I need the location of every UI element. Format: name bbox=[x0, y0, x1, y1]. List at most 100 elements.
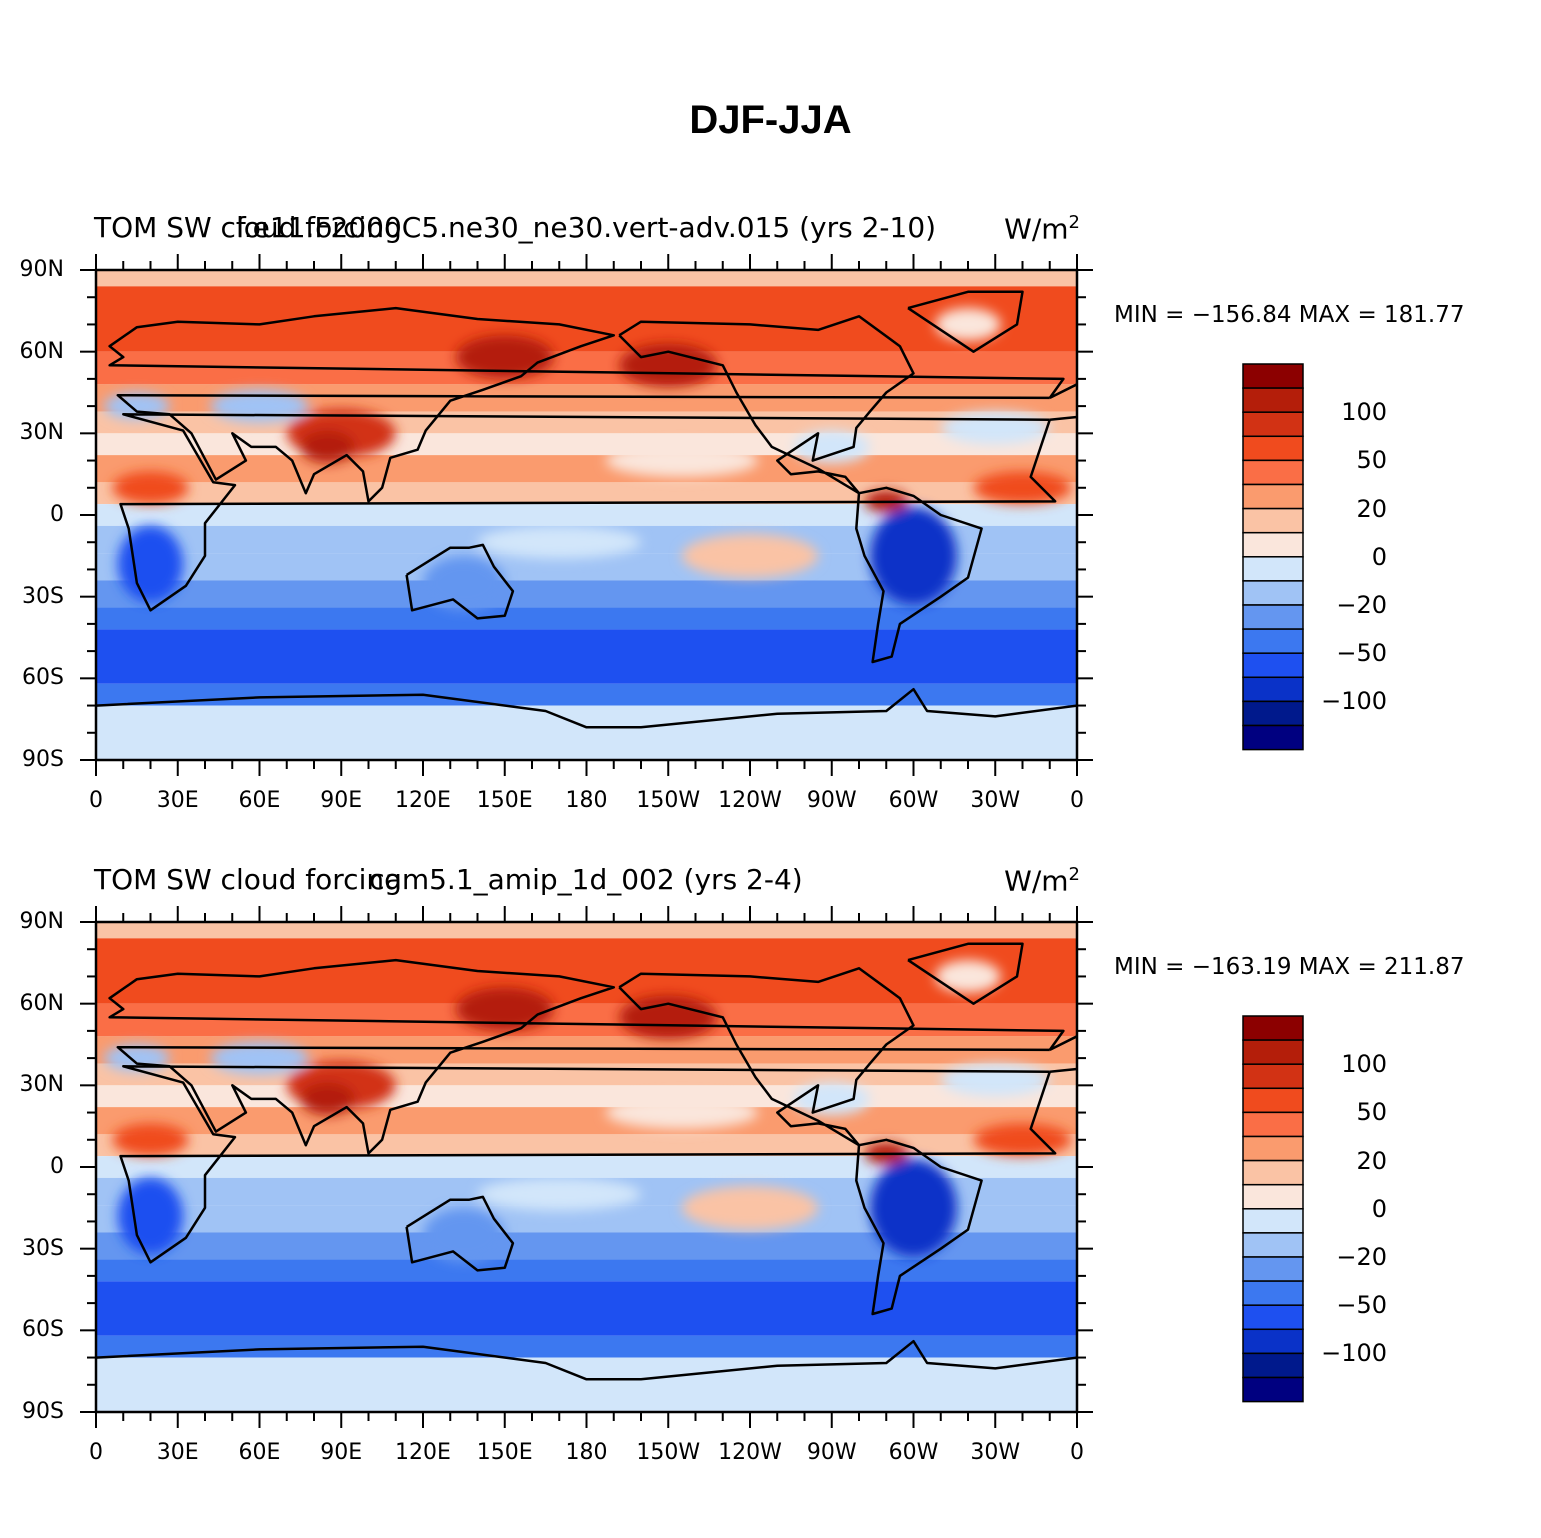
colorbar-swatch bbox=[1242, 387, 1304, 413]
y-tick-label: 60S bbox=[22, 1317, 64, 1343]
max-value: MAX = 211.87 bbox=[1298, 954, 1465, 980]
contour-band bbox=[96, 1156, 1077, 1178]
colorbar-swatch bbox=[1242, 1280, 1304, 1306]
x-tick-label: 120W bbox=[718, 1440, 782, 1465]
contour-region bbox=[973, 471, 1072, 505]
x-tick-label: 90W bbox=[806, 788, 857, 813]
colorbar-swatch bbox=[1242, 483, 1304, 510]
contour-band bbox=[96, 1134, 1077, 1157]
contour-region bbox=[423, 1207, 505, 1263]
x-tick-label: 180 bbox=[565, 788, 608, 813]
map-plot bbox=[80, 254, 1304, 776]
coastline bbox=[405, 1195, 515, 1272]
x-tick-label: 150W bbox=[636, 788, 701, 813]
colorbar-swatch bbox=[1242, 507, 1304, 534]
x-tick-label: 60E bbox=[238, 1440, 281, 1465]
contour-region bbox=[619, 343, 718, 388]
y-tick-label: 30S bbox=[22, 1235, 64, 1261]
contour-region bbox=[117, 1177, 184, 1255]
x-tick-label: 60W bbox=[888, 1440, 939, 1465]
contour-region bbox=[477, 525, 641, 559]
x-tick-label: 0 bbox=[1070, 1440, 1084, 1465]
contour-region bbox=[300, 1082, 355, 1116]
contour-region bbox=[300, 430, 355, 464]
coastlines bbox=[96, 942, 1077, 1381]
contour-region bbox=[477, 1177, 641, 1211]
case-title: cam5.1_amip_1d_002 (yrs 2-4) bbox=[369, 863, 803, 896]
contour-region bbox=[605, 444, 759, 477]
coastline bbox=[119, 413, 1057, 612]
coastline bbox=[96, 687, 1077, 729]
contour-band bbox=[96, 938, 1077, 971]
colorbar-label: 100 bbox=[1341, 1050, 1387, 1079]
contour-region bbox=[940, 411, 1050, 445]
colorbar-label: −100 bbox=[1321, 1339, 1387, 1368]
colorbar-swatch bbox=[1242, 1256, 1304, 1282]
contour-band bbox=[96, 1085, 1077, 1108]
colorbar-label: −50 bbox=[1336, 639, 1387, 668]
coastline bbox=[96, 1339, 1077, 1381]
colorbar-swatch bbox=[1242, 1135, 1304, 1162]
x-tick-label: 150E bbox=[476, 788, 533, 813]
colorbar-label: 50 bbox=[1356, 1098, 1387, 1127]
units-text: W/m bbox=[1004, 212, 1069, 246]
y-tick-label: 90S bbox=[22, 747, 64, 772]
x-tick-label: 0 bbox=[89, 1440, 103, 1465]
contour-band bbox=[96, 629, 1077, 662]
coastline bbox=[1049, 1067, 1077, 1073]
y-tick-label: 90N bbox=[19, 909, 64, 934]
units-label: W/m2 bbox=[1004, 866, 1080, 895]
colorbar-swatch bbox=[1242, 652, 1304, 679]
x-tick-label: 0 bbox=[1070, 788, 1084, 813]
colorbar-swatch bbox=[1242, 628, 1304, 654]
coastline bbox=[618, 967, 915, 1147]
colorbar-label: −100 bbox=[1321, 687, 1387, 716]
contour-band bbox=[96, 433, 1077, 456]
contour-band bbox=[96, 705, 1077, 760]
coastlines bbox=[96, 290, 1077, 729]
y-tick-label: 60N bbox=[19, 990, 64, 1016]
contour-region bbox=[117, 525, 184, 603]
x-tick-label: 60E bbox=[238, 788, 281, 813]
x-tick-label: 30W bbox=[970, 1440, 1021, 1465]
colorbar-swatch bbox=[1242, 1232, 1304, 1258]
axis-ticks bbox=[80, 254, 1093, 776]
coastline bbox=[405, 543, 515, 620]
colorbar-swatch bbox=[1242, 1352, 1304, 1379]
x-tick-label: 150W bbox=[636, 1440, 701, 1465]
y-tick-label: 60S bbox=[22, 665, 64, 691]
colorbar-label: 50 bbox=[1356, 446, 1387, 475]
y-tick-label: 60N bbox=[19, 338, 64, 364]
colorbar bbox=[1242, 363, 1304, 751]
colorbar-label: 20 bbox=[1356, 1146, 1387, 1175]
contour-band bbox=[96, 482, 1077, 505]
coastline bbox=[907, 290, 1024, 353]
contour-region bbox=[423, 555, 505, 611]
contour-band bbox=[96, 1259, 1077, 1282]
map-panel: 90N 60N 30N 0 30S 60S 90S 0 30E 60E 90E 120E 150E 180… bbox=[0, 842, 1541, 1492]
x-tick-label: 0 bbox=[89, 788, 103, 813]
units-label: W/m2 bbox=[1004, 214, 1080, 243]
x-tick-label: 180 bbox=[565, 1440, 608, 1465]
colorbar-swatch bbox=[1242, 1183, 1304, 1210]
colorbar bbox=[1242, 1015, 1304, 1403]
colorbar-swatch bbox=[1242, 556, 1304, 582]
colorbar-label: −20 bbox=[1336, 591, 1387, 619]
contour-region bbox=[112, 471, 189, 505]
min-max-label: MIN = −156.84 MAX = 181.77 bbox=[1114, 304, 1465, 327]
x-tick-label: 30E bbox=[156, 1440, 199, 1465]
x-tick-label: 120W bbox=[718, 788, 782, 813]
y-tick-label: 90S bbox=[22, 1399, 64, 1424]
x-tick-label: 120E bbox=[395, 1440, 451, 1465]
contour-region bbox=[973, 1123, 1072, 1157]
filled-contours bbox=[96, 270, 1077, 760]
map-panel: 90N 60N 30N 0 30S 60S 90S 0 30E 60E 90E 120E 150E 180… bbox=[0, 190, 1541, 840]
contour-band bbox=[96, 270, 1077, 287]
map-plot bbox=[80, 906, 1304, 1428]
y-tick-label: 0 bbox=[50, 502, 64, 527]
colorbar-swatch bbox=[1242, 1063, 1304, 1090]
colorbar-swatch bbox=[1242, 1328, 1304, 1355]
contour-region bbox=[619, 995, 718, 1040]
x-tick-label: 30W bbox=[970, 788, 1021, 813]
contour-region bbox=[112, 1123, 189, 1157]
